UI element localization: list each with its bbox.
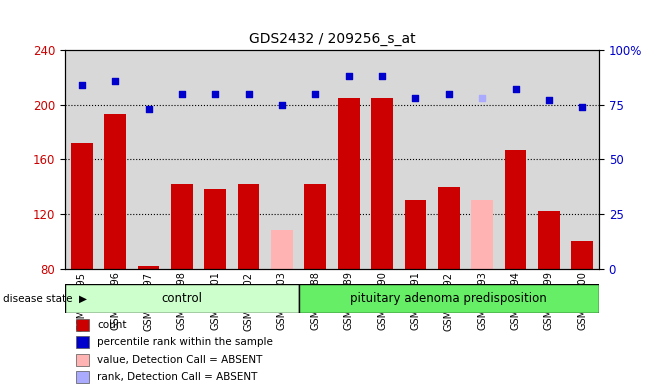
Bar bbox=[238, 184, 260, 269]
Bar bbox=[505, 150, 527, 269]
Bar bbox=[572, 242, 593, 269]
Point bbox=[176, 91, 187, 97]
Text: percentile rank within the sample: percentile rank within the sample bbox=[97, 337, 273, 348]
Bar bbox=[404, 200, 426, 269]
Bar bbox=[76, 371, 89, 383]
Point bbox=[77, 82, 87, 88]
Point bbox=[443, 91, 454, 97]
Bar bbox=[299, 284, 599, 313]
Point bbox=[344, 73, 354, 79]
Text: control: control bbox=[161, 292, 202, 305]
Bar bbox=[471, 200, 493, 269]
Bar bbox=[438, 187, 460, 269]
Point bbox=[477, 95, 488, 101]
Bar bbox=[137, 266, 159, 269]
Text: rank, Detection Call = ABSENT: rank, Detection Call = ABSENT bbox=[97, 372, 258, 382]
Bar bbox=[338, 98, 359, 269]
Point bbox=[143, 106, 154, 112]
Text: count: count bbox=[97, 320, 127, 330]
Point bbox=[510, 86, 521, 93]
Bar bbox=[65, 284, 299, 313]
Text: disease state  ▶: disease state ▶ bbox=[3, 294, 87, 304]
Point bbox=[310, 91, 320, 97]
Bar bbox=[371, 98, 393, 269]
Bar bbox=[71, 143, 92, 269]
Text: pituitary adenoma predisposition: pituitary adenoma predisposition bbox=[350, 292, 547, 305]
Text: value, Detection Call = ABSENT: value, Detection Call = ABSENT bbox=[97, 355, 262, 365]
Bar bbox=[104, 114, 126, 269]
Bar bbox=[171, 184, 193, 269]
Bar bbox=[76, 336, 89, 348]
Point bbox=[277, 102, 287, 108]
Point bbox=[110, 78, 120, 84]
Bar bbox=[76, 354, 89, 366]
Title: GDS2432 / 209256_s_at: GDS2432 / 209256_s_at bbox=[249, 32, 415, 46]
Point bbox=[410, 95, 421, 101]
Point bbox=[243, 91, 254, 97]
Point bbox=[210, 91, 221, 97]
Point bbox=[377, 73, 387, 79]
Point bbox=[544, 97, 554, 103]
Bar bbox=[76, 319, 89, 331]
Bar bbox=[204, 189, 226, 269]
Bar bbox=[538, 211, 560, 269]
Bar bbox=[271, 230, 293, 269]
Point bbox=[577, 104, 587, 110]
Bar bbox=[305, 184, 326, 269]
